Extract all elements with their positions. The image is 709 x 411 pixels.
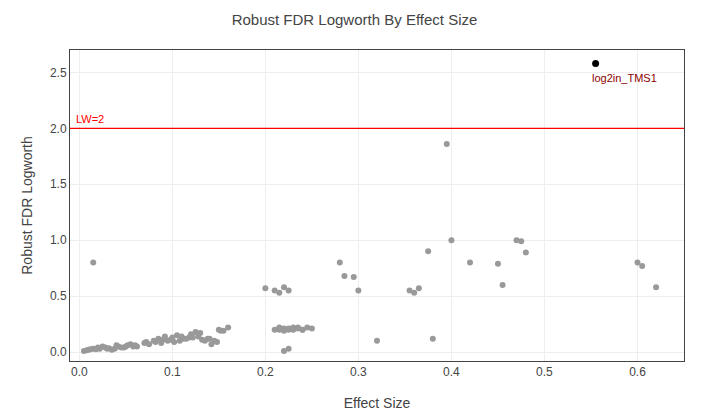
svg-text:0.0: 0.0 xyxy=(50,345,67,359)
svg-text:2.5: 2.5 xyxy=(50,66,67,80)
svg-text:1.0: 1.0 xyxy=(50,233,67,247)
svg-text:Effect Size: Effect Size xyxy=(344,395,411,411)
svg-text:Robust FDR Logworth By Effect: Robust FDR Logworth By Effect Size xyxy=(232,11,478,28)
svg-text:log2in_TMS1: log2in_TMS1 xyxy=(592,72,657,84)
svg-text:LW=2: LW=2 xyxy=(76,113,104,125)
svg-text:Robust FDR Logworth: Robust FDR Logworth xyxy=(19,136,35,275)
svg-text:0.0: 0.0 xyxy=(71,365,88,379)
svg-text:0.6: 0.6 xyxy=(629,365,646,379)
svg-text:0.4: 0.4 xyxy=(443,365,460,379)
svg-text:2.0: 2.0 xyxy=(50,122,67,136)
svg-text:0.3: 0.3 xyxy=(350,365,367,379)
svg-text:0.5: 0.5 xyxy=(50,289,67,303)
svg-text:0.5: 0.5 xyxy=(536,365,553,379)
svg-text:1.5: 1.5 xyxy=(50,177,67,191)
svg-text:0.2: 0.2 xyxy=(257,365,274,379)
svg-text:0.1: 0.1 xyxy=(164,365,181,379)
